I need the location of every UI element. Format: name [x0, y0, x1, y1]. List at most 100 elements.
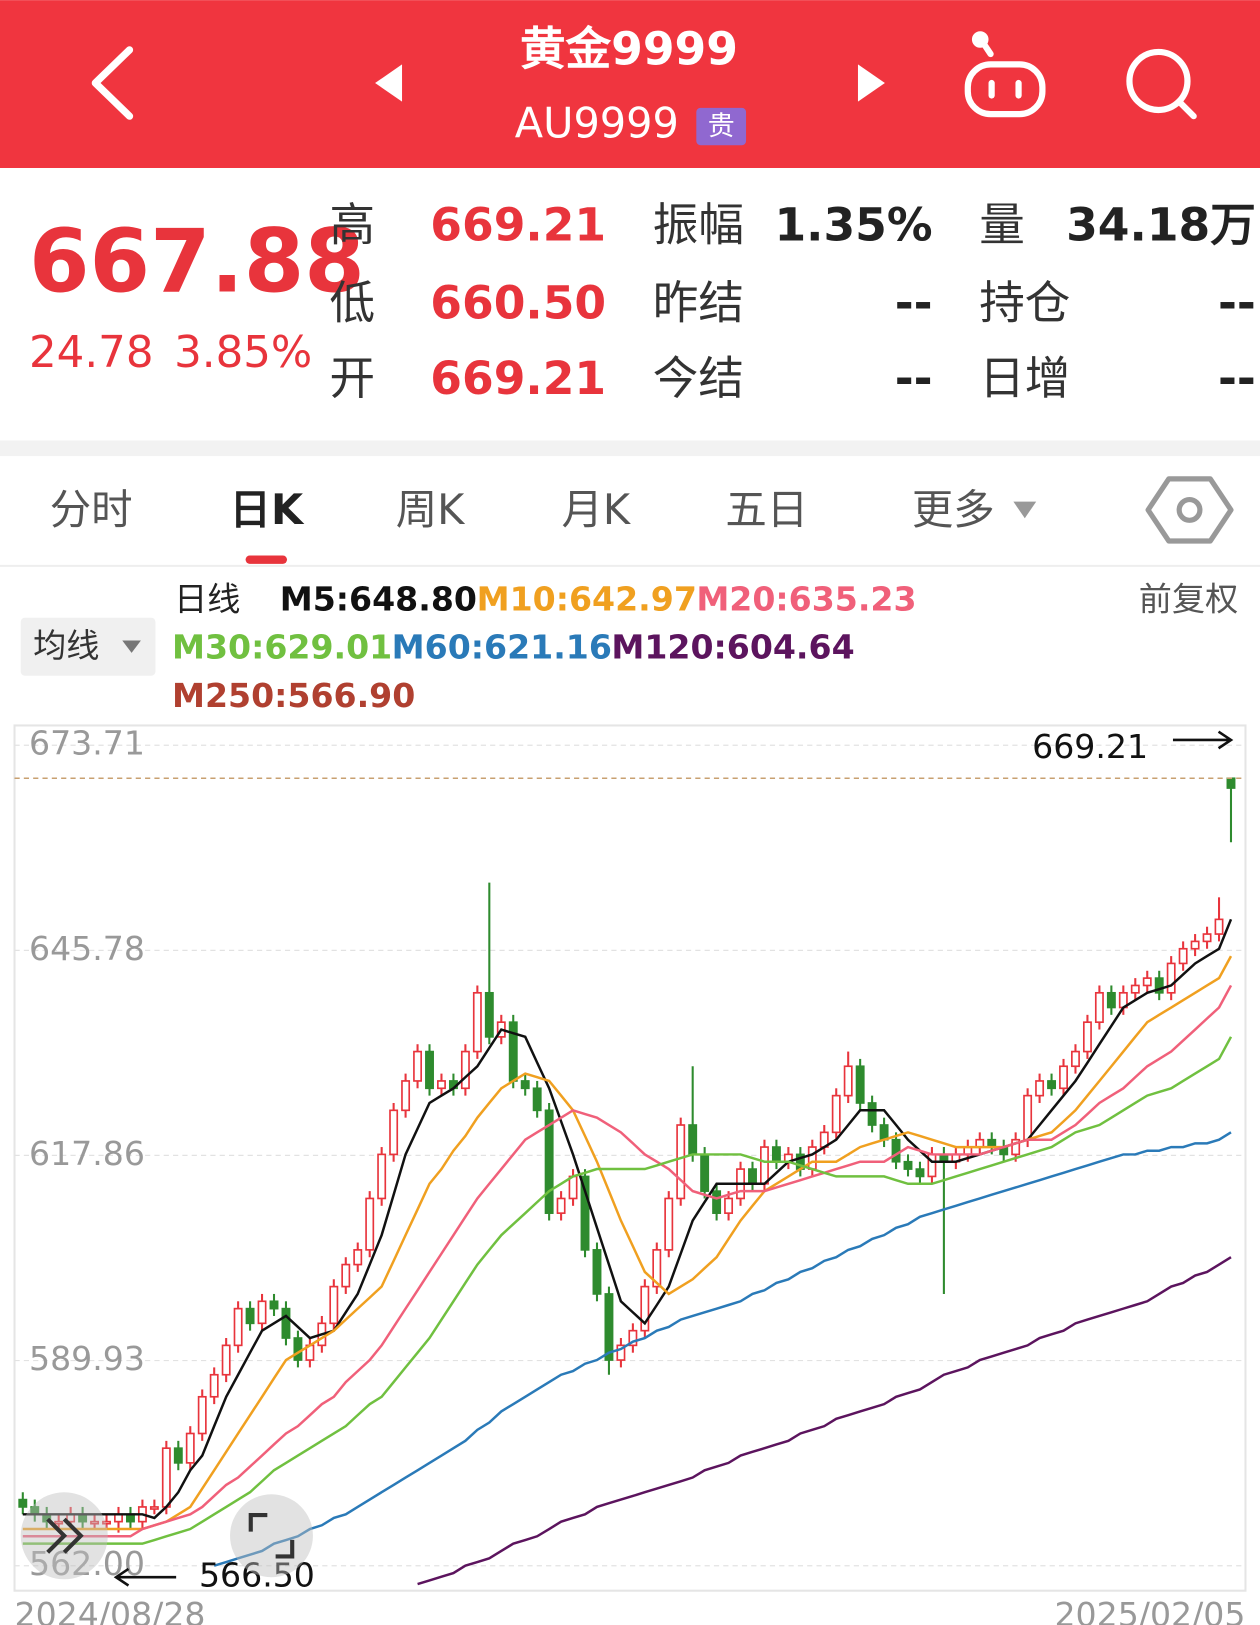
adjust-label[interactable]: 前复权 — [1139, 580, 1238, 619]
overlay-caret — [122, 640, 141, 653]
header-bar — [0, 0, 1260, 168]
candle-body — [233, 1307, 243, 1347]
candle-body — [568, 1175, 578, 1200]
price-change: 24.78 — [29, 328, 154, 378]
tab[interactable]: 分时 — [50, 486, 133, 534]
ma-legend: M5:648.80 — [280, 580, 477, 619]
candle-body — [544, 1109, 554, 1214]
ma-line — [213, 1131, 1232, 1567]
ma-legend: M60:621.16 — [392, 627, 612, 666]
candle-body — [771, 1146, 781, 1163]
candle-body — [1023, 1094, 1033, 1141]
y-tick-label: 617.86 — [29, 1134, 145, 1173]
candle-body — [472, 991, 482, 1053]
low-marker: 566.50 — [199, 1556, 315, 1595]
candle-body — [1142, 977, 1152, 987]
stat-label: 持仓 — [979, 276, 1070, 329]
candle-body — [652, 1249, 662, 1288]
candle-body — [54, 1520, 64, 1525]
stat-value: -- — [1218, 352, 1256, 405]
stat-value: 1.35% — [774, 199, 932, 252]
back-button[interactable] — [91, 46, 134, 120]
next-button[interactable] — [857, 64, 885, 102]
tab[interactable]: 更多 — [912, 486, 995, 534]
stat-label: 量 — [979, 199, 1025, 252]
ma-line — [417, 1256, 1232, 1586]
tab[interactable]: 五日 — [725, 486, 808, 534]
ma-line — [22, 984, 1233, 1538]
candle-body — [700, 1153, 710, 1192]
candle-body — [879, 1124, 889, 1141]
candle-body — [843, 1065, 853, 1097]
more-caret — [1013, 501, 1037, 519]
tab[interactable]: 周K — [396, 486, 466, 534]
stat-label: 开 — [330, 352, 376, 405]
ma-legend: M120:604.64 — [611, 627, 854, 666]
candle-body — [1214, 918, 1224, 935]
candle-body — [520, 1080, 530, 1090]
candle-body — [389, 1109, 399, 1156]
candle-body — [353, 1249, 363, 1266]
candle-body — [664, 1197, 674, 1251]
instrument-title: 黄金9999 — [520, 22, 738, 75]
candle-body — [867, 1102, 877, 1126]
candle-body — [1190, 940, 1200, 950]
search-button[interactable] — [1126, 48, 1197, 120]
candle-body — [437, 1080, 446, 1090]
x-tick-label: 2024/08/28 — [15, 1595, 206, 1625]
tab[interactable]: 日K — [230, 486, 305, 534]
candle-body — [712, 1190, 722, 1214]
candle-body — [484, 991, 494, 1038]
prev-button[interactable] — [375, 64, 403, 102]
candle-body — [592, 1249, 602, 1295]
period-label: 日线 — [174, 580, 240, 619]
candle-body — [413, 1050, 423, 1082]
candle-body — [425, 1050, 434, 1090]
overlay-selector[interactable] — [20, 617, 156, 676]
tab[interactable]: 月K — [561, 486, 631, 534]
stat-label: 高 — [330, 199, 376, 252]
collapse-button[interactable] — [20, 1492, 108, 1580]
last-price: 667.88 — [29, 210, 365, 312]
candle-body — [807, 1146, 817, 1170]
ma-line — [22, 955, 1233, 1531]
ma-line — [22, 918, 1233, 1520]
chart-frame — [13, 724, 1247, 1592]
candle-body — [831, 1094, 841, 1134]
candle-body — [915, 1168, 925, 1178]
y-tick-label: 645.78 — [29, 929, 145, 968]
stat-value: 660.50 — [430, 276, 606, 329]
candle-body — [1047, 1080, 1057, 1090]
period-tabs: 分时 日K 周K 月K 五日 更多 — [50, 486, 995, 564]
candle-body — [1226, 777, 1236, 789]
candle-body — [281, 1307, 291, 1339]
candle-body — [616, 1344, 626, 1361]
candle-body — [102, 1520, 111, 1525]
plot-area: 673.71645.78617.86589.93562.002024/08/28… — [14, 724, 1246, 1625]
stat-value: 34.18万 — [1066, 199, 1256, 252]
stat-label: 低 — [330, 276, 376, 329]
candle-body — [640, 1285, 650, 1332]
candle-body — [197, 1395, 207, 1435]
candle-body — [257, 1300, 267, 1325]
settings-button[interactable] — [1145, 476, 1234, 544]
high-marker: 669.21 — [1032, 727, 1148, 766]
candle-body — [401, 1080, 411, 1112]
candle-body — [185, 1432, 195, 1464]
candle-body — [724, 1197, 734, 1214]
stat-value: -- — [1218, 276, 1256, 329]
ma-legend: M10:642.97 — [477, 580, 697, 619]
robot-button[interactable] — [964, 31, 1046, 118]
fullscreen-button[interactable] — [230, 1494, 313, 1578]
stat-value: -- — [895, 276, 933, 329]
badge: 贵 — [708, 111, 735, 142]
candle-body — [245, 1307, 255, 1325]
ma-line — [22, 1036, 1233, 1545]
candle-body — [855, 1065, 865, 1104]
stat-label: 昨结 — [653, 276, 744, 329]
ma-legend: M30:629.01 — [172, 627, 392, 666]
candle-body — [1094, 991, 1104, 1024]
candle-body — [377, 1153, 387, 1200]
